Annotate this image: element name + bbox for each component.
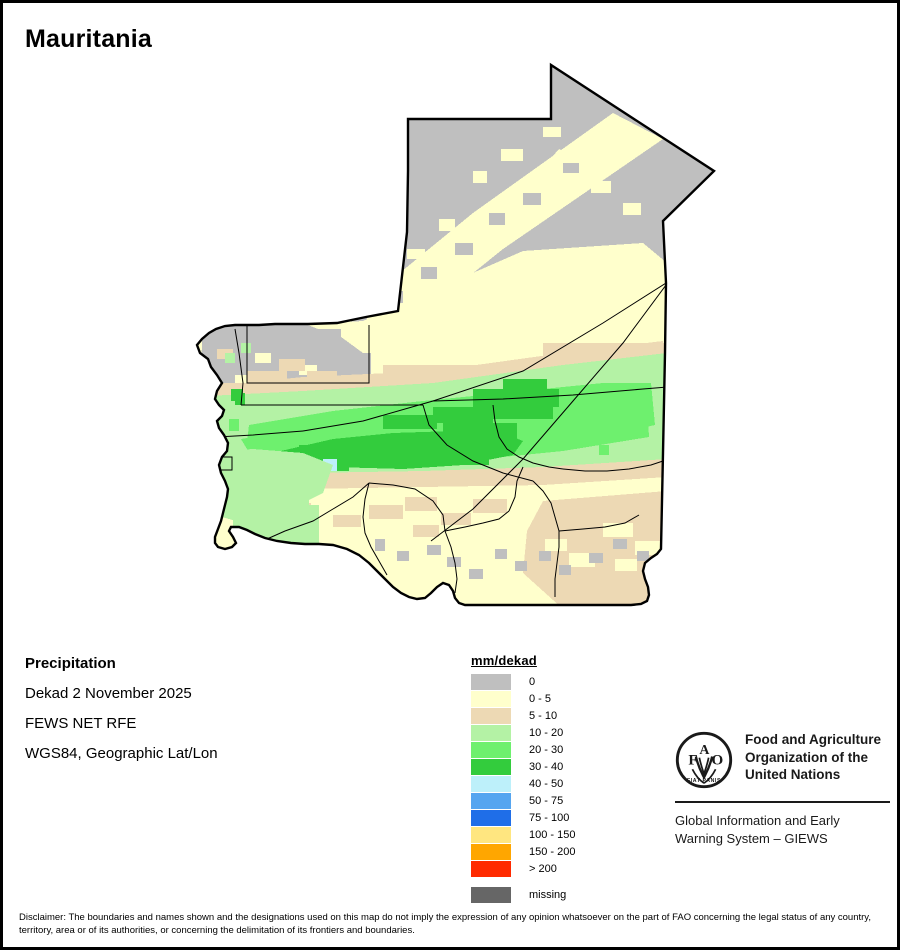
legend-swatch <box>471 690 511 707</box>
legend-label: 75 - 100 <box>529 811 570 824</box>
fao-motto: FIAT PANIS <box>687 778 721 784</box>
fao-logo-icon: F A O FIAT PANIS <box>675 731 733 789</box>
legend-swatch <box>471 673 511 690</box>
legend-swatch <box>471 758 511 775</box>
legend-row: 0 - 5 <box>471 690 575 707</box>
mauritania-precipitation-map[interactable] <box>3 53 897 633</box>
legend-label: 40 - 50 <box>529 777 564 790</box>
legend-label: missing <box>529 888 567 901</box>
legend-swatch <box>471 775 511 792</box>
legend-row: 50 - 75 <box>471 792 575 809</box>
fao-org-line-1: Food and Agriculture <box>745 732 881 747</box>
legend-label: 0 <box>529 675 536 688</box>
giews-line-2: Warning System – GIEWS <box>675 830 828 846</box>
country-outline <box>195 62 716 607</box>
legend-swatch <box>471 826 511 843</box>
legend-swatch <box>471 860 511 877</box>
legend-swatch <box>471 886 511 903</box>
legend-label: 5 - 10 <box>529 709 558 722</box>
legend-label: 50 - 75 <box>529 794 564 807</box>
info-heading: Precipitation <box>25 655 116 672</box>
fao-organization-name: Food and Agriculture Organization of the… <box>745 731 881 784</box>
legend-row: 10 - 20 <box>471 724 575 741</box>
legend-swatch <box>471 741 511 758</box>
legend-swatch <box>471 809 511 826</box>
legend-title: mm/dekad <box>471 653 537 668</box>
fao-org-line-3: United Nations <box>745 767 841 783</box>
info-projection: WGS84, Geographic Lat/Lon <box>25 745 218 762</box>
legend-row: > 200 <box>471 860 575 877</box>
legend-label: 0 - 5 <box>529 692 552 705</box>
map-legend: mm/dekad 0 0 - 5 5 - 10 10 - 20 20 - 30 30 - … <box>471 653 575 903</box>
legend-row: 100 - 150 <box>471 826 575 843</box>
legend-row: 0 <box>471 673 575 690</box>
admin-boundaries <box>216 282 668 597</box>
svg-text:O: O <box>712 753 724 769</box>
page-title: Mauritania <box>25 25 153 53</box>
legend-label: 30 - 40 <box>529 760 564 773</box>
info-source: FEWS NET RFE <box>25 715 137 732</box>
giews-line-1: Global Information and Early <box>675 813 840 828</box>
fao-divider <box>675 801 890 803</box>
legend-swatch <box>471 792 511 809</box>
legend-row: 20 - 30 <box>471 741 575 758</box>
legend-swatch <box>471 843 511 860</box>
legend-label: 100 - 150 <box>529 828 576 841</box>
fao-org-line-2: Organization of the <box>745 749 868 765</box>
legend-label: 150 - 200 <box>529 845 576 858</box>
legend-label: > 200 <box>529 862 557 875</box>
map-canvas[interactable] <box>3 53 897 633</box>
legend-row-missing: missing <box>471 886 575 903</box>
legend-row: 75 - 100 <box>471 809 575 826</box>
legend-row: 40 - 50 <box>471 775 575 792</box>
disclaimer-text: Disclaimer: The boundaries and names sho… <box>19 912 871 937</box>
legend-label: 10 - 20 <box>529 726 564 739</box>
raster-precipitation-layer <box>197 65 714 605</box>
legend-row: 30 - 40 <box>471 758 575 775</box>
fao-branding: F A O FIAT PANIS Food and Agriculture Or… <box>675 731 890 847</box>
giews-label: Global Information and Early Warning Sys… <box>675 812 890 847</box>
svg-text:A: A <box>699 743 709 758</box>
legend-swatch <box>471 707 511 724</box>
legend-row: 5 - 10 <box>471 707 575 724</box>
map-page: Mauritania <box>3 3 897 947</box>
legend-swatch <box>471 724 511 741</box>
svg-text:F: F <box>688 753 697 769</box>
legend-row: 150 - 200 <box>471 843 575 860</box>
map-info-block: Precipitation Dekad 2 November 2025 FEWS… <box>25 655 218 775</box>
info-dekad: Dekad 2 November 2025 <box>25 685 192 702</box>
legend-rows: 0 0 - 5 5 - 10 10 - 20 20 - 30 30 - 40 40 - 50… <box>471 673 575 903</box>
legend-label: 20 - 30 <box>529 743 564 756</box>
